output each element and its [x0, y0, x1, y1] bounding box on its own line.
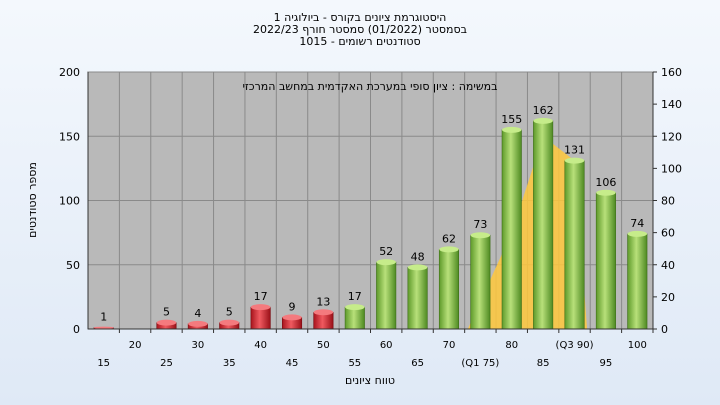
- value-label-75: 73: [473, 218, 487, 231]
- y2-tick-label: 140: [661, 98, 682, 111]
- y-tick-label: 100: [59, 195, 80, 208]
- y2-tick-label: 120: [661, 130, 682, 143]
- bar-cap-55: [345, 304, 365, 311]
- x-tick-label: (Q3 90): [556, 340, 594, 351]
- bar-100: [627, 233, 648, 330]
- y-axis-title: מספר סטודנטים: [26, 162, 39, 238]
- bar-95: [595, 192, 616, 330]
- bar-cap-25: [156, 319, 177, 326]
- bar-90: [564, 160, 585, 330]
- value-label-95: 106: [595, 176, 616, 189]
- chart-title-line3: סטודנטים רשומים - 1015: [299, 35, 421, 48]
- bar-cap-65: [407, 264, 428, 271]
- bar-55: [344, 306, 365, 330]
- value-label-35: 5: [226, 306, 233, 319]
- value-label-90: 131: [564, 144, 585, 157]
- x-tick-label: 15: [97, 358, 110, 369]
- x-tick-label: 65: [411, 358, 424, 369]
- bar-cap-70: [439, 246, 459, 253]
- x-tick-label: 60: [380, 340, 393, 351]
- value-label-85: 162: [533, 104, 554, 117]
- value-label-25: 5: [163, 306, 170, 319]
- bar-cap-35: [219, 319, 239, 326]
- y2-tick-label: 40: [661, 259, 675, 272]
- value-label-70: 62: [442, 232, 456, 245]
- value-label-65: 48: [411, 250, 425, 263]
- bar-cap-75: [470, 232, 491, 239]
- x-tick-label: 80: [505, 340, 518, 351]
- x-tick-label: 70: [443, 340, 456, 351]
- y2-tick-label: 80: [661, 195, 675, 208]
- y-tick-label: 150: [59, 130, 80, 143]
- bar-cap-15: [93, 326, 114, 329]
- bar-80: [501, 129, 522, 330]
- x-tick-label: 35: [223, 358, 236, 369]
- x-axis-title: טווח ציונים: [345, 374, 395, 387]
- x-tick-label: 95: [600, 358, 613, 369]
- bar-cap-90: [564, 157, 585, 164]
- bar-65: [407, 267, 428, 330]
- x-tick-label: 45: [286, 358, 299, 369]
- bar-cap-95: [596, 189, 616, 196]
- y-tick-label: 200: [59, 66, 80, 79]
- bar-cap-80: [502, 126, 522, 133]
- bar-cap-45: [282, 314, 302, 321]
- value-label-55: 17: [348, 290, 362, 303]
- value-label-80: 155: [501, 113, 522, 126]
- x-tick-label: (Q1 75): [461, 358, 499, 369]
- bar-60: [376, 261, 397, 330]
- bar-cap-60: [376, 259, 396, 266]
- bar-75: [470, 234, 491, 330]
- bar-cap-85: [533, 117, 553, 124]
- bar-85: [533, 120, 554, 330]
- chart-title-line2: בסמסטר (01/2022) סמסטר חורף 2022/23: [253, 23, 467, 36]
- chart-title-line1: היסטוגרמת ציונים בקורס - ביולוגיה 1: [273, 11, 447, 24]
- x-tick-label: 30: [191, 340, 204, 351]
- y2-tick-label: 0: [661, 323, 668, 336]
- value-label-100: 74: [630, 217, 644, 230]
- bar-cap-50: [313, 309, 334, 316]
- y2-tick-label: 160: [661, 66, 682, 79]
- y-tick-label: 50: [66, 259, 80, 272]
- x-tick-label: 85: [537, 358, 550, 369]
- bar-70: [438, 249, 460, 330]
- x-tick-label: 100: [628, 340, 647, 351]
- y2-tick-label: 100: [661, 162, 682, 175]
- x-tick-label: 55: [348, 358, 361, 369]
- y2-tick-label: 20: [661, 291, 675, 304]
- value-label-45: 9: [289, 300, 296, 313]
- x-tick-label: 40: [254, 340, 267, 351]
- value-label-15: 1: [100, 311, 107, 324]
- bar-cap-30: [188, 320, 208, 327]
- x-tick-label: 50: [317, 340, 330, 351]
- y2-tick-label: 60: [661, 227, 675, 240]
- bar-40: [250, 306, 271, 330]
- quartile-overlay-area: [467, 136, 588, 329]
- value-label-30: 4: [194, 307, 201, 320]
- chart-annotation: במשימה : ציון סופי במערכת האקדמית במחשב …: [243, 80, 498, 93]
- x-tick-label: 20: [129, 340, 142, 351]
- bar-cap-100: [627, 230, 648, 237]
- y-tick-label: 0: [73, 323, 80, 336]
- x-tick-label: 25: [160, 358, 173, 369]
- bar-cap-40: [250, 304, 271, 311]
- value-label-50: 13: [316, 295, 330, 308]
- value-label-60: 52: [379, 245, 393, 258]
- value-label-40: 17: [254, 290, 268, 303]
